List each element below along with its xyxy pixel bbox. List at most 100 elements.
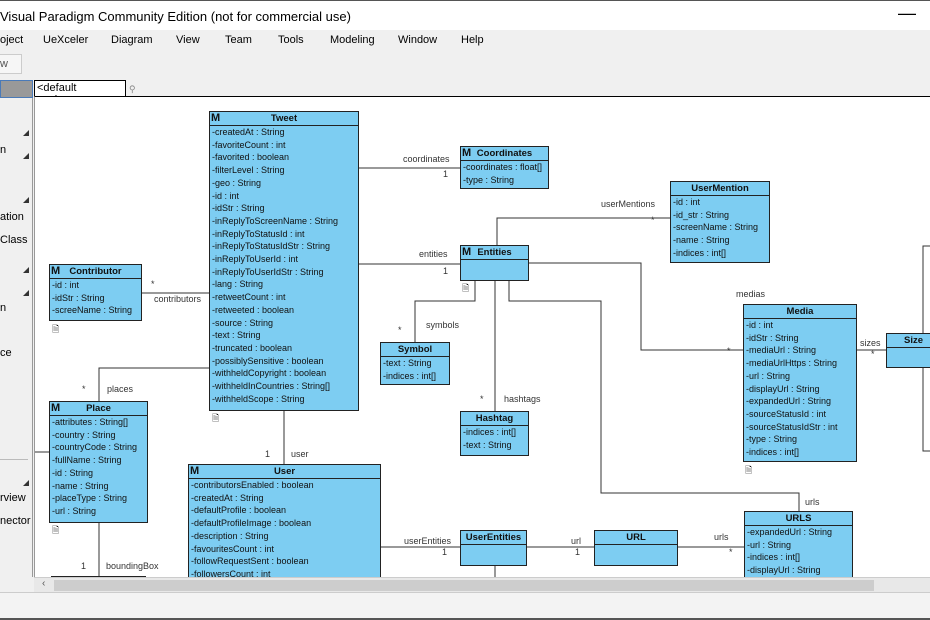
menu-window[interactable]: Window	[398, 34, 438, 46]
class-attribute[interactable]: -possiblySensitive : boolean	[212, 355, 324, 366]
class-attribute[interactable]: -displayUrl : String	[746, 383, 820, 394]
expand-icon[interactable]	[23, 130, 29, 136]
class-attribute[interactable]: -withheldScope : String	[212, 393, 305, 404]
class-media[interactable]: Media -id : int -idStr : String -mediaUrl :…	[743, 304, 857, 462]
class-attribute[interactable]: -sourceStatusIdStr : int	[746, 421, 838, 432]
class-attribute[interactable]: -text : String	[383, 358, 432, 368]
class-attribute[interactable]: -url : String	[52, 505, 97, 516]
class-urls[interactable]: URLS -expandedUrl : String -url : String -i…	[744, 511, 853, 577]
class-attribute[interactable]: -mediaUrl : String	[746, 345, 817, 356]
class-attribute[interactable]: -inReplyToUserId : int	[212, 254, 299, 265]
class-attribute[interactable]: -withheldCopyright : boolean	[212, 368, 327, 379]
class-attribute[interactable]: -mediaUrlHttps : String	[746, 358, 838, 369]
class-attribute[interactable]: -id : int	[746, 320, 774, 330]
class-attribute[interactable]: -idStr : String	[52, 292, 105, 303]
class-attribute[interactable]: -idStr : String	[212, 203, 265, 214]
class-attribute[interactable]: -url : String	[746, 370, 791, 381]
class-attribute[interactable]: -id : int	[52, 280, 80, 290]
class-userentities[interactable]: UserEntities	[460, 530, 527, 566]
class-attribute[interactable]: -expandedUrl : String	[746, 396, 832, 407]
menu-help[interactable]: Help	[461, 34, 484, 46]
class-attribute[interactable]: -inReplyToStatusIdStr : String	[212, 241, 331, 252]
class-attribute[interactable]: -url : String	[747, 539, 792, 550]
class-attribute[interactable]: -fullName : String	[52, 455, 122, 466]
class-attribute[interactable]: -screenName : String	[673, 222, 759, 233]
class-hashtag[interactable]: Hashtag -indices : int[] -text : String	[460, 411, 529, 456]
class-attribute[interactable]: -name : String	[673, 235, 730, 246]
class-attribute[interactable]: -indices : int[]	[673, 247, 727, 258]
panel-item-connector[interactable]: nector	[0, 515, 31, 527]
class-attribute[interactable]: -inReplyToStatusId : int	[212, 228, 305, 239]
class-attribute[interactable]: -createdAt : String	[212, 127, 285, 137]
menu-project[interactable]: oject	[0, 34, 24, 46]
scrollbar-thumb[interactable]	[54, 580, 874, 591]
class-attribute[interactable]: -coordinates : float[]	[463, 162, 543, 172]
class-attribute[interactable]: -country : String	[52, 429, 116, 440]
menu-modeling[interactable]: Modeling	[330, 34, 375, 46]
class-attribute[interactable]: -text : String	[212, 330, 261, 341]
class-attribute[interactable]: -filterLevel : String	[212, 165, 285, 176]
close-icon[interactable]: —	[898, 3, 916, 23]
class-attribute[interactable]: -source : String	[212, 317, 274, 328]
class-attribute[interactable]: -indices : int[]	[746, 447, 800, 458]
diagram-canvas[interactable]: M Tweet -createdAt : String -favoriteCount …	[34, 96, 930, 577]
menu-uexceler[interactable]: UeXceler	[43, 34, 89, 46]
class-entities[interactable]: M Entities	[460, 245, 529, 281]
class-attribute[interactable]: -expandedUrl : String	[747, 527, 833, 537]
class-attribute[interactable]: -countryCode : String	[52, 442, 138, 453]
class-size[interactable]: Size	[886, 333, 930, 368]
class-attribute[interactable]: -screeName : String	[52, 305, 133, 316]
tab-default-package[interactable]: <default package>	[34, 80, 126, 106]
class-attribute[interactable]: -retweeted : boolean	[212, 304, 295, 315]
class-attribute[interactable]: -idStr : String	[746, 332, 799, 343]
panel-item[interactable]: ation	[0, 211, 24, 223]
class-usermention[interactable]: UserMention -id : int -id_str : String -scr…	[670, 181, 770, 263]
class-attribute[interactable]: -id : String	[52, 467, 94, 478]
class-attribute[interactable]: -description : String	[191, 530, 269, 541]
class-attribute[interactable]: -indices : int[]	[463, 427, 517, 437]
search-icon[interactable]: ⚲	[129, 84, 136, 94]
class-tweet[interactable]: M Tweet -createdAt : String -favoriteCount …	[209, 111, 359, 411]
panel-item-overview[interactable]: rview	[0, 492, 26, 504]
class-attribute[interactable]: -followersCount : int	[191, 568, 271, 577]
class-attribute[interactable]: -favoriteCount : int	[212, 139, 286, 150]
class-attribute[interactable]: -contributorsEnabled : boolean	[191, 480, 314, 490]
horizontal-scrollbar[interactable]: ‹	[34, 577, 930, 592]
menu-team[interactable]: Team	[225, 34, 252, 46]
class-attribute[interactable]: -id : int	[212, 190, 240, 201]
class-attribute[interactable]: -defaultProfileImage : boolean	[191, 518, 312, 529]
class-attribute[interactable]: -text : String	[463, 439, 512, 450]
expand-icon[interactable]	[23, 197, 29, 203]
class-attribute[interactable]: -inReplyToUserIdStr : String	[212, 266, 324, 277]
expand-icon[interactable]	[23, 290, 29, 296]
class-attribute[interactable]: -lang : String	[212, 279, 264, 290]
class-attribute[interactable]: -indices : int[]	[383, 370, 437, 381]
class-attribute[interactable]: -truncated : boolean	[212, 342, 293, 353]
class-attribute[interactable]: -followRequestSent : boolean	[191, 556, 309, 567]
panel-item[interactable]: n	[0, 144, 7, 156]
class-attribute[interactable]: -indices : int[]	[747, 552, 801, 563]
menu-tools[interactable]: Tools	[278, 34, 304, 46]
class-attribute[interactable]: -withheldInCountries : String[]	[212, 381, 331, 392]
class-attribute[interactable]: -geo : String	[212, 177, 262, 188]
breadcrumb[interactable]: w	[0, 54, 22, 74]
class-attribute[interactable]: -sourceStatusId : int	[746, 408, 827, 419]
class-attribute[interactable]: -retweetCount : int	[212, 292, 286, 303]
panel-item[interactable]: Class	[0, 234, 28, 246]
expand-icon[interactable]	[23, 480, 29, 486]
class-user[interactable]: M User -contributorsEnabled : boolean -crea…	[188, 464, 381, 577]
class-contributor[interactable]: M Contributor -id : int -idStr : String -scr…	[49, 264, 142, 321]
class-attribute[interactable]: -type : String	[746, 434, 798, 445]
class-attribute[interactable]: -createdAt : String	[191, 492, 264, 503]
expand-icon[interactable]	[23, 267, 29, 273]
class-attribute[interactable]: -favorited : boolean	[212, 152, 290, 163]
class-attribute[interactable]: -favouritesCount : int	[191, 543, 275, 554]
menu-view[interactable]: View	[176, 34, 200, 46]
class-attribute[interactable]: -inReplyToScreenName : String	[212, 215, 339, 226]
class-attribute[interactable]: -displayUrl : String	[747, 565, 821, 576]
class-place[interactable]: M Place -attributes : String[] -country : S…	[49, 401, 148, 523]
class-coordinates[interactable]: M Coordinates -coordinates : float[] -type …	[460, 146, 549, 189]
panel-item[interactable]: n	[0, 302, 7, 314]
menu-diagram[interactable]: Diagram	[111, 34, 153, 46]
panel-header[interactable]	[0, 80, 33, 98]
